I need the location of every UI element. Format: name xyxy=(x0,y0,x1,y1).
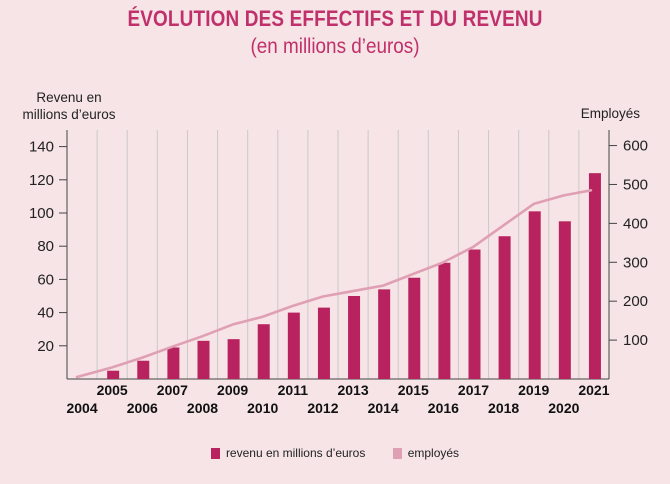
revenue-bar xyxy=(408,277,421,379)
right-tick-label: 100 xyxy=(623,332,648,349)
revenue-bar xyxy=(378,289,391,379)
revenue-bar xyxy=(468,249,481,379)
revenue-bar xyxy=(137,360,150,379)
x-tick-label: 2010 xyxy=(247,400,278,416)
x-tick-label: 2019 xyxy=(518,382,549,398)
x-tick-label: 2013 xyxy=(337,382,368,398)
revenue-bar xyxy=(528,211,541,379)
legend-item-revenue: revenu en millions d’euros xyxy=(210,446,366,460)
left-axis-label: Revenu en millions d’euros xyxy=(22,90,116,122)
x-tick-label: 2004 xyxy=(66,400,97,416)
x-tick-label: 2007 xyxy=(157,382,188,398)
right-axis-label: Employés xyxy=(580,106,640,121)
legend-label-employees: employés xyxy=(407,446,460,460)
left-tick-label: 80 xyxy=(37,238,54,255)
legend-label-revenue: revenu en millions d’euros xyxy=(225,446,366,460)
left-tick-label: 100 xyxy=(29,205,54,222)
x-tick-label: 2014 xyxy=(368,400,399,416)
right-tick-label: 400 xyxy=(623,215,648,232)
chart-subtitle: (en millions d’euros) xyxy=(250,35,420,58)
left-tick-label: 60 xyxy=(37,271,54,288)
revenue-bar xyxy=(348,296,361,379)
legend-swatch-employees xyxy=(392,447,402,459)
legend-item-employees: employés xyxy=(392,446,460,460)
revenue-bar xyxy=(588,173,601,379)
revenue-bar xyxy=(107,370,120,379)
left-tick-label: 20 xyxy=(37,338,54,355)
left-tick-label: 140 xyxy=(29,139,54,156)
right-tick-label: 500 xyxy=(623,176,648,193)
x-tick-label: 2015 xyxy=(398,382,429,398)
right-tick-label: 600 xyxy=(623,138,648,155)
x-tick-label: 2016 xyxy=(428,400,459,416)
revenue-bar xyxy=(257,324,270,379)
x-tick-label: 2005 xyxy=(97,382,128,398)
legend: revenu en millions d’euros employés xyxy=(0,446,670,462)
revenue-bar xyxy=(317,307,330,379)
x-tick-label: 2011 xyxy=(278,382,309,398)
revenue-bar xyxy=(558,221,571,379)
revenue-bar xyxy=(498,236,511,379)
x-tick-label: 2021 xyxy=(578,382,609,398)
left-tick-label: 40 xyxy=(37,305,54,322)
revenue-bar xyxy=(197,340,210,379)
x-tick-label: 2012 xyxy=(307,400,338,416)
revenue-bar xyxy=(287,312,300,379)
left-tick-label: 120 xyxy=(29,172,54,189)
x-tick-label: 2018 xyxy=(488,400,519,416)
x-tick-label: 2009 xyxy=(217,382,248,398)
revenue-bar xyxy=(167,347,180,379)
chart-title: ÉVOLUTION DES EFFECTIFS ET DU REVENU xyxy=(127,6,543,31)
right-tick-label: 300 xyxy=(623,254,648,271)
legend-swatch-revenue xyxy=(210,447,220,459)
x-tick-label: 2020 xyxy=(548,400,579,416)
x-tick-label: 2017 xyxy=(458,382,489,398)
right-tick-label: 200 xyxy=(623,293,648,310)
x-tick-label: 2006 xyxy=(127,400,158,416)
employees-line xyxy=(75,189,593,379)
revenue-bar xyxy=(227,339,240,379)
x-tick-label: 2008 xyxy=(187,400,218,416)
revenue-bar xyxy=(438,262,451,379)
